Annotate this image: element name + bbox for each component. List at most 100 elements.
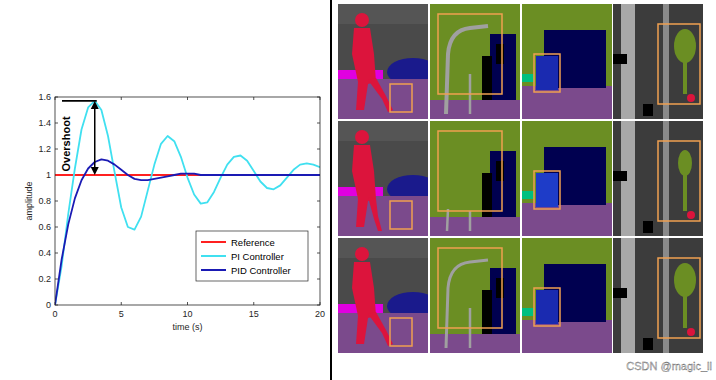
x-tick (187, 97, 188, 100)
seg-region (522, 86, 612, 119)
seg-tree (683, 54, 687, 94)
seg-person (355, 13, 369, 27)
series-line (55, 159, 320, 305)
x-tick-label: 0 (52, 309, 57, 319)
highlight-box (438, 248, 502, 328)
seg-person (352, 28, 376, 110)
seg-region (430, 121, 520, 236)
y-tick-label: 1.2 (38, 144, 51, 154)
seg-car (536, 290, 558, 324)
y-tick (317, 253, 320, 254)
legend-swatch (201, 255, 226, 257)
seg-person (352, 145, 376, 227)
highlight-box (438, 131, 502, 211)
seg-tree (683, 288, 687, 328)
series-group (55, 101, 320, 305)
segmentation-tile (338, 4, 428, 119)
segmentation-grid (338, 4, 703, 353)
segmentation-tile (613, 4, 703, 119)
highlight-box (390, 318, 412, 346)
segmentation-tile (338, 238, 428, 353)
y-tick (317, 123, 320, 124)
seg-region (338, 121, 428, 141)
y-tick (55, 123, 58, 124)
y-tick (317, 227, 320, 228)
seg-region (613, 121, 703, 236)
background (0, 0, 716, 380)
seg-region (613, 288, 627, 298)
segmentation-tile (613, 238, 703, 353)
axes-frame (55, 97, 320, 305)
legend-label: Reference (231, 237, 275, 248)
seg-person (355, 130, 369, 144)
seg-region (338, 79, 428, 119)
highlight-box (658, 141, 700, 221)
y-tick (317, 201, 320, 202)
seg-pole (663, 238, 669, 353)
seg-pole (446, 260, 488, 348)
line-chart: 0510152000.20.40.60.811.21.41.6time (s)a… (24, 92, 325, 332)
highlight-box (390, 201, 412, 229)
x-tick-label: 20 (315, 309, 325, 319)
legend: ReferencePI ControllerPID Controller (196, 231, 308, 281)
y-tick (317, 149, 320, 150)
seg-region (643, 221, 653, 233)
seg-region (338, 4, 428, 24)
segmentation-tile (430, 121, 520, 236)
seg-pole (446, 26, 488, 114)
y-axis-label: amplitude (24, 181, 34, 220)
x-tick (121, 97, 122, 100)
annotation-bar (62, 100, 97, 102)
x-tick-label: 5 (119, 309, 124, 319)
seg-pole (663, 121, 669, 236)
seg-region (522, 121, 612, 236)
highlight-box (658, 258, 700, 338)
y-tick (55, 201, 58, 202)
legend-box (196, 231, 308, 281)
x-tick-label: 10 (182, 309, 192, 319)
y-tick (317, 279, 320, 280)
seg-region (522, 320, 612, 353)
x-tick (187, 302, 188, 305)
arrow-head (91, 101, 99, 109)
seg-region (522, 191, 534, 199)
seg-region (430, 217, 520, 236)
segmentation-tile (430, 4, 520, 119)
y-tick (55, 279, 58, 280)
highlight-box (534, 54, 560, 92)
seg-region (430, 334, 520, 353)
seg-car (536, 56, 558, 90)
x-axis-label: time (s) (173, 322, 203, 332)
seg-region (613, 238, 703, 353)
seg-region (522, 308, 534, 316)
highlight-box (534, 171, 560, 209)
x-tick (253, 302, 254, 305)
figure: 0510152000.20.40.60.811.21.41.6time (s)a… (0, 0, 716, 380)
annotation-text: Overshoot (60, 116, 72, 171)
seg-region (430, 238, 520, 353)
y-tick-label: 1.6 (38, 92, 51, 102)
y-tick (55, 149, 58, 150)
segmentation-tile (522, 4, 612, 119)
segmentation-tile (338, 121, 428, 236)
seg-region (338, 196, 428, 236)
overshoot-annotation: Overshoot (60, 101, 99, 175)
seg-region (522, 203, 612, 236)
seg-region (496, 161, 504, 181)
seg-person (368, 197, 382, 231)
arrow-head (91, 167, 99, 175)
y-tick-label: 1.4 (38, 118, 51, 128)
seg-region (687, 328, 695, 336)
seg-region (687, 211, 695, 219)
separator (330, 0, 332, 380)
seg-pole (447, 209, 470, 231)
y-tick (55, 253, 58, 254)
highlight-box (534, 288, 560, 326)
highlight-box (390, 84, 412, 112)
segmentation-tile (430, 238, 520, 353)
seg-region (430, 100, 520, 119)
seg-region (338, 313, 428, 353)
x-tick (121, 302, 122, 305)
watermark: CSDN @magic_ll (626, 360, 712, 372)
seg-person (355, 247, 369, 261)
